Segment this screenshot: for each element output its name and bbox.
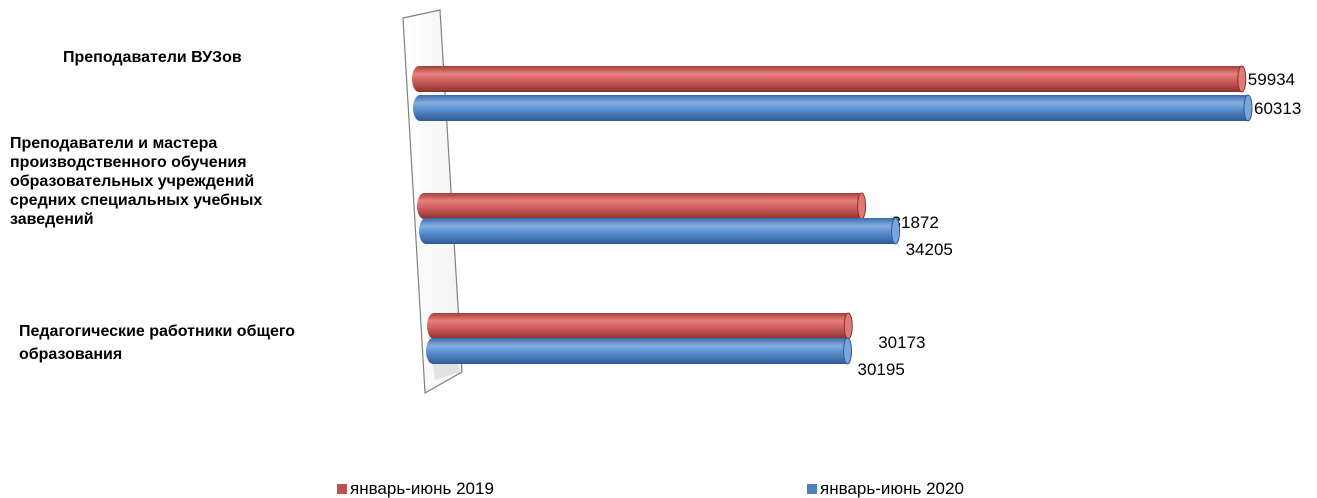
- bars-group: 59934 60313 31872 34205 30173 30195: [412, 65, 1301, 379]
- legend-label-2019: январь-июнь 2019: [350, 479, 494, 498]
- bar-end-cap: [1243, 94, 1253, 122]
- bar-2020: [413, 95, 1252, 121]
- bar-2019: [427, 313, 853, 339]
- legend-swatch-2019: [337, 484, 347, 494]
- data-label: 30173: [878, 333, 925, 352]
- legend-label-2020: январь-июнь 2020: [820, 479, 964, 498]
- bar-2020: [419, 218, 900, 244]
- category-label: Педагогические работники общего образова…: [19, 323, 300, 363]
- data-label: 31872: [892, 213, 939, 232]
- data-label: 30195: [858, 360, 905, 379]
- bar-end-cap: [843, 337, 853, 365]
- bar-end-cap: [891, 217, 901, 245]
- bar-2019: [417, 193, 866, 219]
- bar-end-cap: [843, 312, 853, 340]
- data-label: 34205: [906, 240, 953, 259]
- bar-end-cap: [857, 192, 867, 220]
- data-label: 60313: [1254, 99, 1301, 118]
- bar-2019: [412, 66, 1246, 92]
- legend-swatch-2020: [807, 484, 817, 494]
- bar-2020: [426, 338, 852, 364]
- bar-end-cap: [1237, 65, 1247, 93]
- category-label: Преподаватели ВУЗов: [63, 49, 242, 66]
- data-label: 59934: [1248, 70, 1295, 89]
- category-label: Преподаватели и мастера производственног…: [10, 135, 267, 228]
